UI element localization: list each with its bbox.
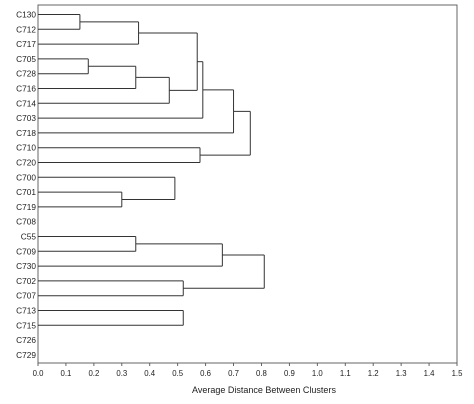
leaf-label: C720 xyxy=(16,158,36,168)
x-tick-label: 0.0 xyxy=(33,369,45,378)
leaf-label: C729 xyxy=(16,350,36,360)
leaf-label: C707 xyxy=(16,291,36,301)
leaf-label: C715 xyxy=(16,320,36,330)
plot-frame xyxy=(37,4,458,364)
leaf-label: C718 xyxy=(16,128,36,138)
x-tick-label: 0.3 xyxy=(116,369,127,378)
x-axis-title: Average Distance Between Clusters xyxy=(192,385,336,395)
dendrogram-links xyxy=(38,14,265,326)
leaf-label: C708 xyxy=(16,217,36,227)
x-tick-label: 0.4 xyxy=(144,369,156,378)
x-tick-label: 1.1 xyxy=(340,369,351,378)
leaf-label: C714 xyxy=(16,98,36,108)
leaf-label: C130 xyxy=(16,10,36,20)
leaf-label: C719 xyxy=(16,202,36,212)
leaf-label: C700 xyxy=(16,172,36,182)
leaf-label: C728 xyxy=(16,69,36,79)
leaf-label: C702 xyxy=(16,276,36,286)
leaf-label: C716 xyxy=(16,84,36,94)
leaf-label: C705 xyxy=(16,54,36,64)
leaf-labels: C130 C712 C717 C705 C728 C716 C714 C703 C718 C710… xyxy=(16,10,36,360)
leaf-label: C701 xyxy=(16,187,36,197)
leaf-label: C726 xyxy=(16,335,36,345)
x-tick-label: 0.2 xyxy=(88,369,99,378)
leaf-label: C717 xyxy=(16,39,36,49)
x-tick-label: 1.2 xyxy=(368,369,379,378)
leaf-label: C703 xyxy=(16,113,36,123)
x-tick-label: 0.5 xyxy=(172,369,184,378)
x-tick-label: 1.5 xyxy=(452,369,464,378)
x-axis: 0.0 0.1 0.2 0.3 0.4 0.5 0.6 0.7 0.8 0.9 1.0 1.1 1.2 1… xyxy=(33,363,464,378)
x-tick-label: 0.8 xyxy=(256,369,267,378)
x-tick-label: 0.6 xyxy=(200,369,211,378)
x-tick-label: 1.0 xyxy=(312,369,324,378)
x-tick-label: 0.7 xyxy=(228,369,239,378)
x-tick-label: 0.1 xyxy=(61,369,72,378)
x-tick-label: 1.4 xyxy=(424,369,436,378)
leaf-label: C55 xyxy=(21,232,37,242)
leaf-label: C713 xyxy=(16,306,36,316)
x-tick-label: 0.9 xyxy=(284,369,295,378)
leaf-label: C712 xyxy=(16,24,36,34)
leaf-label: C710 xyxy=(16,143,36,153)
leaf-label: C730 xyxy=(16,261,36,271)
x-tick-label: 1.3 xyxy=(396,369,407,378)
leaf-label: C709 xyxy=(16,246,36,256)
